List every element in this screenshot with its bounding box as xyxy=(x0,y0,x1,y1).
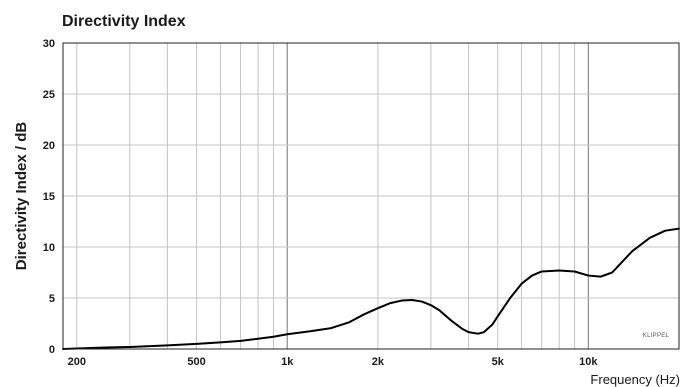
y-tick-label: 30 xyxy=(43,38,55,50)
tick-labels: 0 5 10 15 20 25 30 200 500 1k 2k 5k 10k xyxy=(43,38,599,368)
y-tick-label: 10 xyxy=(43,242,55,254)
x-tick-label: 2k xyxy=(372,356,385,368)
x-tick-label: 5k xyxy=(492,356,505,368)
plot-frame xyxy=(62,42,680,350)
series-line xyxy=(62,227,680,350)
y-tick-label: 20 xyxy=(43,140,55,152)
watermark: KLIPPEL xyxy=(643,333,670,339)
x-tick-label: 200 xyxy=(68,356,86,368)
grid xyxy=(63,43,679,349)
chart-title: Directivity Index xyxy=(62,13,186,30)
series-lines xyxy=(62,227,680,350)
y-tick-label: 5 xyxy=(49,293,55,305)
x-tick-label: 500 xyxy=(187,356,205,368)
x-tick-label: 10k xyxy=(579,356,598,368)
y-axis-label: Directivity Index / dB xyxy=(13,122,30,271)
y-tick-label: 25 xyxy=(43,89,55,101)
x-tick-label: 1k xyxy=(281,356,294,368)
y-tick-label: 0 xyxy=(49,344,55,356)
x-axis-label: Frequency (Hz) xyxy=(590,372,680,387)
y-tick-label: 15 xyxy=(43,191,55,203)
